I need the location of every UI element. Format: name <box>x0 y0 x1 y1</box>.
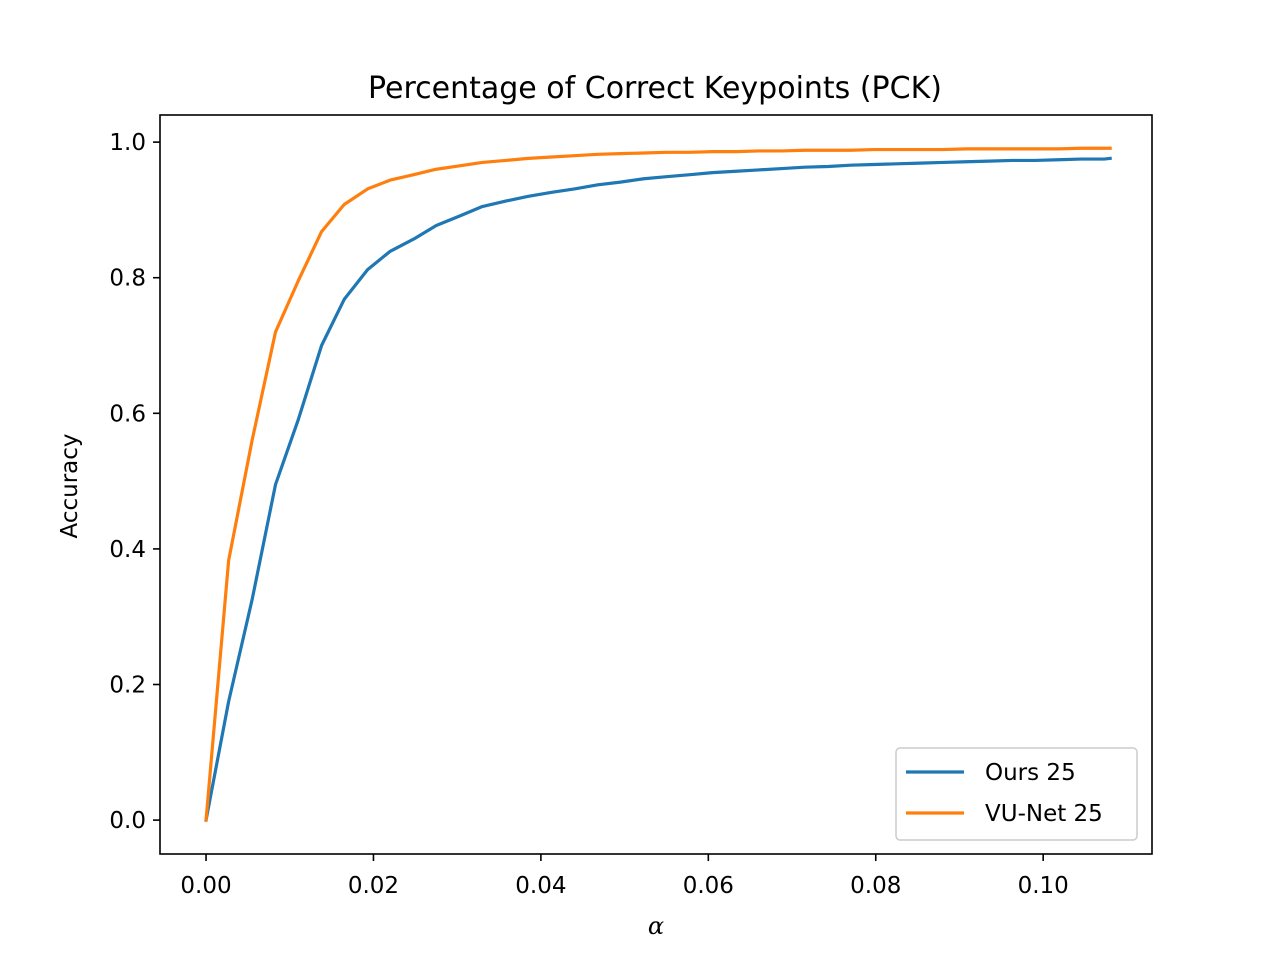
y-axis-label: Accuracy <box>57 433 83 538</box>
y-tick-label: 0.4 <box>109 537 146 563</box>
plot-area-frame <box>159 114 1153 855</box>
y-tick-label: 0.2 <box>109 673 146 699</box>
y-tick-label: 0.0 <box>109 808 146 834</box>
y-axis-ticks: 0.0 0.2 0.4 0.6 0.8 1.0 <box>109 130 160 834</box>
legend: Ours 25 VU-Net 25 <box>895 747 1138 841</box>
y-tick-label: 1.0 <box>109 130 146 156</box>
x-tick-label: 0.04 <box>515 873 566 899</box>
x-axis-label: α <box>648 912 664 940</box>
plot-lines <box>204 146 1112 822</box>
x-tick-label: 0.06 <box>683 873 734 899</box>
x-axis-ticks: 0.00 0.02 0.04 0.06 0.08 0.10 <box>180 854 1069 899</box>
legend-label-ours-25: Ours 25 <box>985 760 1076 786</box>
x-tick-label: 0.08 <box>850 873 901 899</box>
x-tick-label: 0.02 <box>348 873 399 899</box>
y-tick-label: 0.8 <box>109 266 146 292</box>
x-tick-label: 0.00 <box>180 873 231 899</box>
x-tick-label: 0.10 <box>1018 873 1069 899</box>
legend-label-vu-net-25: VU-Net 25 <box>985 801 1103 827</box>
chart-title: Percentage of Correct Keypoints (PCK) <box>368 71 942 106</box>
series-line-vu-net-25 <box>204 146 1112 822</box>
series-line-ours-25 <box>204 156 1112 822</box>
y-tick-label: 0.6 <box>109 401 146 427</box>
